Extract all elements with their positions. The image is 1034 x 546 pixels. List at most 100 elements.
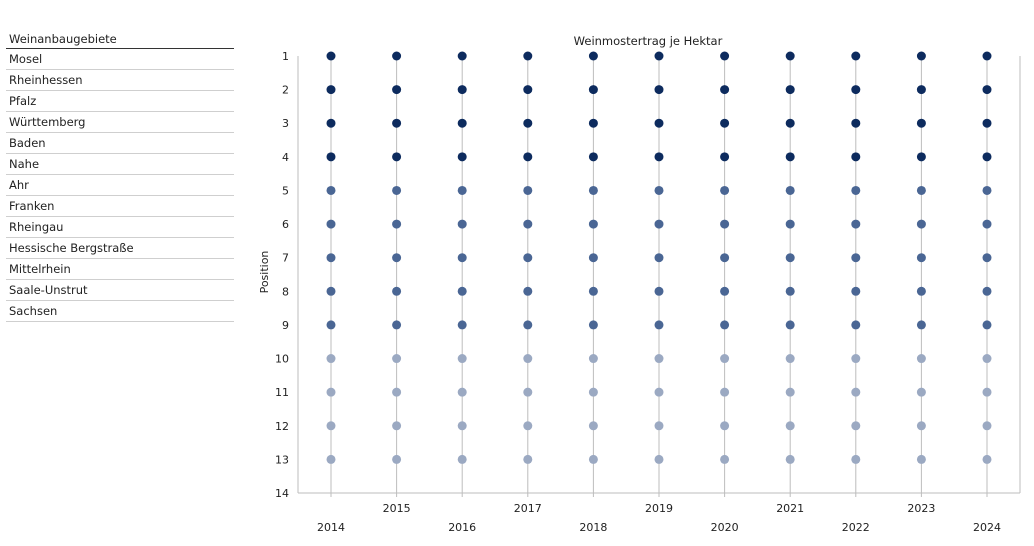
data-point[interactable]	[457, 387, 467, 397]
data-point[interactable]	[326, 152, 336, 162]
data-point[interactable]	[851, 286, 861, 296]
data-point[interactable]	[523, 387, 533, 397]
data-point[interactable]	[523, 51, 533, 61]
data-point[interactable]	[588, 253, 598, 263]
data-point[interactable]	[523, 454, 533, 464]
data-point[interactable]	[654, 85, 664, 95]
data-point[interactable]	[720, 185, 730, 195]
data-point[interactable]	[916, 85, 926, 95]
data-point[interactable]	[720, 253, 730, 263]
data-point[interactable]	[392, 387, 402, 397]
data-point[interactable]	[982, 85, 992, 95]
data-point[interactable]	[720, 421, 730, 431]
data-point[interactable]	[982, 51, 992, 61]
data-point[interactable]	[588, 320, 598, 330]
data-point[interactable]	[982, 219, 992, 229]
data-point[interactable]	[785, 387, 795, 397]
data-point[interactable]	[457, 152, 467, 162]
legend-item[interactable]: Mosel	[6, 49, 234, 70]
legend-item[interactable]: Mittelrhein	[6, 259, 234, 280]
data-point[interactable]	[654, 320, 664, 330]
data-point[interactable]	[326, 387, 336, 397]
data-point[interactable]	[588, 152, 598, 162]
data-point[interactable]	[720, 118, 730, 128]
legend-item[interactable]: Ahr	[6, 175, 234, 196]
data-point[interactable]	[392, 421, 402, 431]
data-point[interactable]	[916, 219, 926, 229]
data-point[interactable]	[523, 421, 533, 431]
data-point[interactable]	[785, 219, 795, 229]
data-point[interactable]	[588, 51, 598, 61]
data-point[interactable]	[523, 354, 533, 364]
data-point[interactable]	[588, 354, 598, 364]
legend-item[interactable]: Rheingau	[6, 217, 234, 238]
data-point[interactable]	[654, 454, 664, 464]
data-point[interactable]	[982, 421, 992, 431]
data-point[interactable]	[851, 354, 861, 364]
data-point[interactable]	[982, 354, 992, 364]
data-point[interactable]	[851, 185, 861, 195]
data-point[interactable]	[654, 253, 664, 263]
data-point[interactable]	[654, 219, 664, 229]
data-point[interactable]	[326, 454, 336, 464]
data-point[interactable]	[392, 152, 402, 162]
data-point[interactable]	[916, 152, 926, 162]
data-point[interactable]	[654, 152, 664, 162]
legend-item[interactable]: Rheinhessen	[6, 70, 234, 91]
data-point[interactable]	[916, 421, 926, 431]
data-point[interactable]	[982, 118, 992, 128]
data-point[interactable]	[916, 454, 926, 464]
data-point[interactable]	[785, 118, 795, 128]
data-point[interactable]	[392, 454, 402, 464]
legend-item[interactable]: Württemberg	[6, 112, 234, 133]
data-point[interactable]	[785, 454, 795, 464]
data-point[interactable]	[982, 152, 992, 162]
data-point[interactable]	[916, 320, 926, 330]
legend-item[interactable]: Baden	[6, 133, 234, 154]
data-point[interactable]	[720, 152, 730, 162]
data-point[interactable]	[392, 185, 402, 195]
data-point[interactable]	[326, 185, 336, 195]
data-point[interactable]	[916, 354, 926, 364]
data-point[interactable]	[785, 185, 795, 195]
data-point[interactable]	[916, 286, 926, 296]
data-point[interactable]	[851, 387, 861, 397]
data-point[interactable]	[654, 354, 664, 364]
data-point[interactable]	[457, 421, 467, 431]
data-point[interactable]	[457, 454, 467, 464]
data-point[interactable]	[392, 286, 402, 296]
data-point[interactable]	[326, 354, 336, 364]
data-point[interactable]	[523, 320, 533, 330]
data-point[interactable]	[457, 253, 467, 263]
data-point[interactable]	[392, 51, 402, 61]
data-point[interactable]	[654, 421, 664, 431]
data-point[interactable]	[457, 85, 467, 95]
data-point[interactable]	[523, 185, 533, 195]
data-point[interactable]	[851, 118, 861, 128]
data-point[interactable]	[392, 219, 402, 229]
data-point[interactable]	[785, 421, 795, 431]
data-point[interactable]	[916, 51, 926, 61]
data-point[interactable]	[326, 85, 336, 95]
data-point[interactable]	[588, 219, 598, 229]
data-point[interactable]	[654, 51, 664, 61]
data-point[interactable]	[588, 421, 598, 431]
data-point[interactable]	[654, 286, 664, 296]
data-point[interactable]	[851, 320, 861, 330]
data-point[interactable]	[720, 454, 730, 464]
data-point[interactable]	[654, 387, 664, 397]
data-point[interactable]	[785, 253, 795, 263]
data-point[interactable]	[720, 387, 730, 397]
data-point[interactable]	[851, 85, 861, 95]
data-point[interactable]	[785, 320, 795, 330]
data-point[interactable]	[720, 354, 730, 364]
data-point[interactable]	[982, 387, 992, 397]
data-point[interactable]	[654, 185, 664, 195]
data-point[interactable]	[720, 219, 730, 229]
data-point[interactable]	[851, 421, 861, 431]
data-point[interactable]	[785, 51, 795, 61]
data-point[interactable]	[916, 185, 926, 195]
legend-item[interactable]: Pfalz	[6, 91, 234, 112]
data-point[interactable]	[720, 286, 730, 296]
data-point[interactable]	[523, 253, 533, 263]
